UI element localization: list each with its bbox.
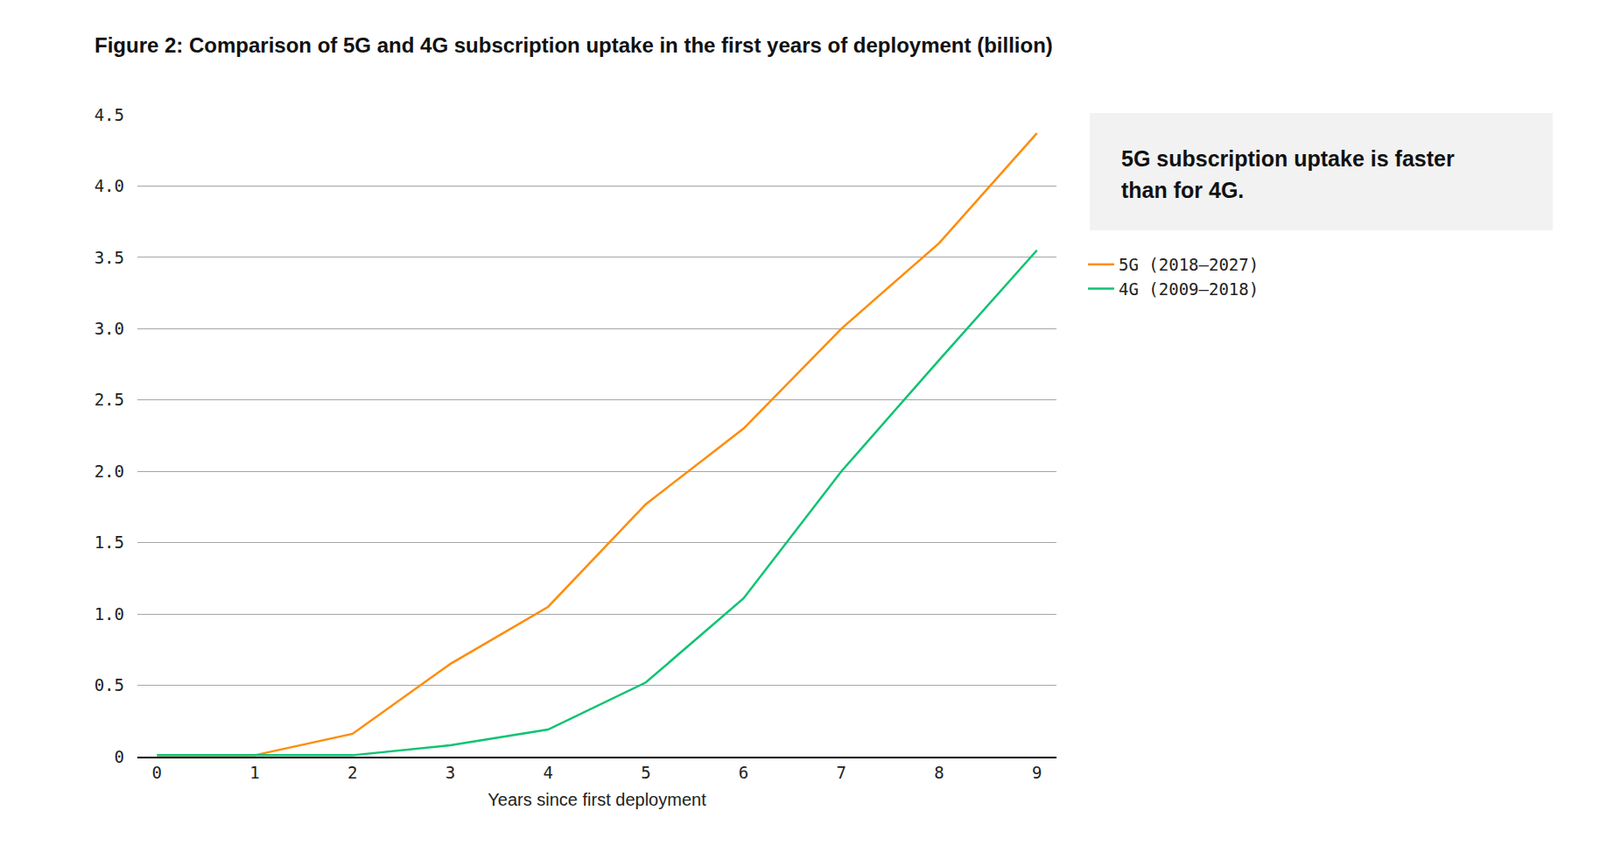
svg-text:6: 6 bbox=[738, 762, 749, 782]
svg-text:9: 9 bbox=[1031, 762, 1042, 782]
svg-text:3.5: 3.5 bbox=[94, 247, 125, 267]
svg-text:1.0: 1.0 bbox=[94, 603, 125, 624]
html-text:5G subscription uptake is fast: 5G subscription uptake is faster than fo… bbox=[1121, 146, 1455, 203]
svg-text:3: 3 bbox=[445, 762, 456, 782]
svg-text:2: 2 bbox=[347, 762, 358, 782]
svg-text:4.5: 4.5 bbox=[94, 105, 125, 125]
svg-text:0: 0 bbox=[114, 746, 125, 766]
svg-text:5G (2018–2027): 5G (2018–2027) bbox=[1118, 254, 1259, 274]
svg-text:4: 4 bbox=[542, 762, 553, 782]
svg-text:7: 7 bbox=[836, 762, 847, 782]
svg-text:Figure 2: Comparison of 5G and: Figure 2: Comparison of 5G and 4G subscr… bbox=[94, 33, 1053, 57]
svg-text:5: 5 bbox=[640, 762, 651, 782]
svg-text:3.0: 3.0 bbox=[94, 318, 125, 338]
svg-text:4G (2009–2018): 4G (2009–2018) bbox=[1118, 279, 1259, 299]
svg-text:Years since first deployment: Years since first deployment bbox=[487, 789, 707, 809]
svg-text:1.5: 1.5 bbox=[94, 532, 125, 552]
svg-text:2.5: 2.5 bbox=[94, 389, 125, 409]
svg-text:2.0: 2.0 bbox=[94, 461, 125, 481]
svg-text:1: 1 bbox=[249, 762, 260, 782]
svg-text:0.5: 0.5 bbox=[94, 674, 125, 695]
svg-text:8: 8 bbox=[933, 762, 944, 782]
svg-text:0: 0 bbox=[152, 762, 162, 782]
svg-text:4.0: 4.0 bbox=[94, 175, 125, 196]
